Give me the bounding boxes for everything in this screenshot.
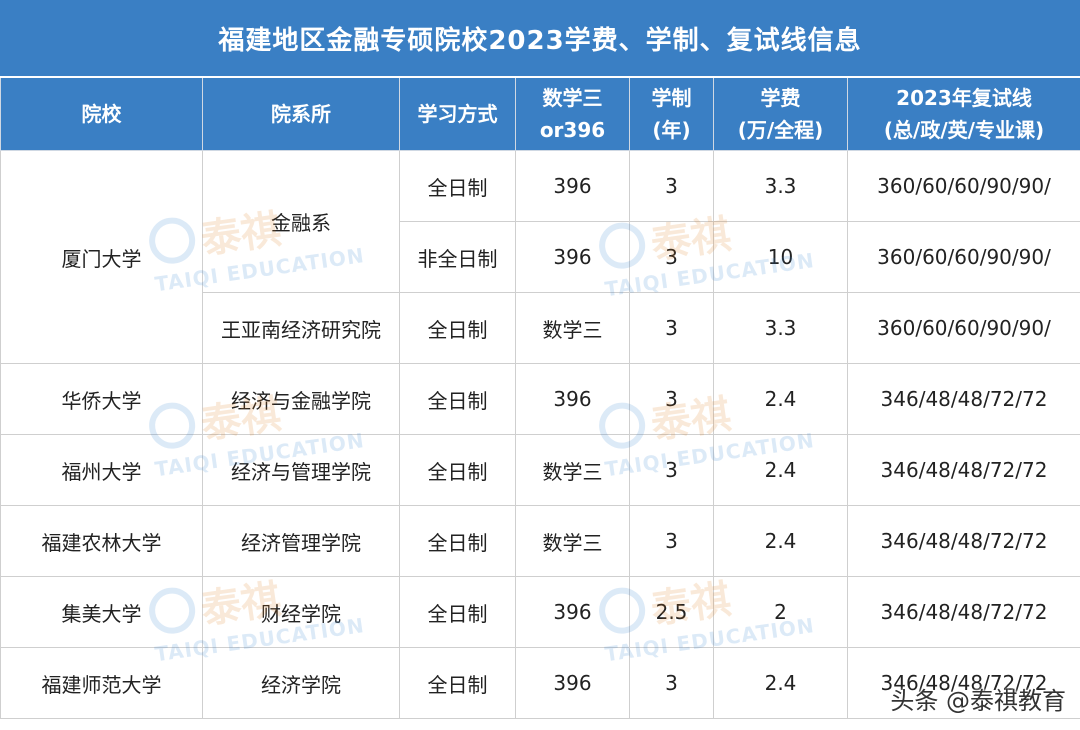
cell-mode: 全日制 xyxy=(399,150,516,222)
table-title: 福建地区金融专硕院校2023学费、学制、复试线信息 xyxy=(218,25,862,56)
cell-school: 集美大学 xyxy=(0,576,203,648)
cell-fee: 2.4 xyxy=(713,363,848,435)
cell-dept: 经济管理学院 xyxy=(202,505,400,577)
cell-school: 厦门大学 xyxy=(0,150,203,364)
cell-line: 346/48/48/72/72 xyxy=(847,505,1080,577)
cell-math: 396 xyxy=(515,647,630,719)
source-credit: 头条 @泰祺教育 xyxy=(890,687,1066,715)
cell-line: 346/48/48/72/72 xyxy=(847,576,1080,648)
cell-line: 346/48/48/72/72 xyxy=(847,363,1080,435)
cell-line: 360/60/60/90/90/ xyxy=(847,292,1080,364)
cell-mode: 全日制 xyxy=(399,576,516,648)
header-years: 学制 (年) xyxy=(629,78,714,151)
header-mode: 学习方式 xyxy=(399,78,516,151)
cell-years: 3 xyxy=(629,221,714,293)
cell-mode: 全日制 xyxy=(399,647,516,719)
cell-math: 396 xyxy=(515,576,630,648)
cell-mode: 全日制 xyxy=(399,292,516,364)
cell-math: 数学三 xyxy=(515,292,630,364)
cell-dept: 经济与管理学院 xyxy=(202,434,400,506)
cell-line: 346/48/48/72/72 xyxy=(847,434,1080,506)
cell-school: 华侨大学 xyxy=(0,363,203,435)
header-line-line2: (总/政/英/专业课) xyxy=(883,118,1045,142)
header-line-line1: 2023年复试线 xyxy=(896,86,1032,110)
cell-fee: 2 xyxy=(713,576,848,648)
cell-mode: 全日制 xyxy=(399,434,516,506)
cell-dept: 王亚南经济研究院 xyxy=(202,292,400,364)
cell-years: 3 xyxy=(629,647,714,719)
table-row: 厦门大学 金融系 全日制 396 3 3.3 360/60/60/90/90/ xyxy=(0,150,1080,364)
cell-years: 3 xyxy=(629,434,714,506)
cell-line: 346/48/48/72/72 xyxy=(847,647,1080,719)
cell-line: 360/60/60/90/90/ xyxy=(847,150,1080,222)
header-dept: 院系所 xyxy=(202,78,400,151)
cell-mode: 非全日制 xyxy=(399,221,516,293)
cell-fee: 3.3 xyxy=(713,150,848,222)
table-row: 非全日制 396 3 10 360/60/60/90/90/ xyxy=(1,221,1080,293)
header-years-line1: 学制 xyxy=(651,86,692,110)
header-school: 院校 xyxy=(0,78,203,151)
cell-dept: 经济与金融学院 xyxy=(202,363,400,435)
cell-school: 福州大学 xyxy=(0,434,203,506)
table-row: 王亚南经济研究院 全日制 数学三 3 3.3 360/60/60/90/90/ xyxy=(1,292,1080,364)
cell-fee: 3.3 xyxy=(713,292,848,364)
cell-math: 数学三 xyxy=(515,434,630,506)
cell-fee: 10 xyxy=(713,221,848,293)
cell-dept: 金融系 xyxy=(202,150,400,293)
cell-math: 396 xyxy=(515,363,630,435)
cell-years: 3 xyxy=(629,292,714,364)
header-row: 院校 院系所 学习方式 数学三 or396 学制 (年) 学费 (万/全程) 2… xyxy=(0,78,1080,151)
cell-school: 福建师范大学 xyxy=(0,647,203,719)
header-math-line1: 数学三 xyxy=(542,86,603,110)
table-row: 福建农林大学 经济管理学院 全日制 数学三 3 2.4 346/48/48/72… xyxy=(0,505,1080,577)
cell-years: 3 xyxy=(629,150,714,222)
cell-dept: 经济学院 xyxy=(202,647,400,719)
cell-math: 数学三 xyxy=(515,505,630,577)
cell-fee: 2.4 xyxy=(713,647,848,719)
cell-mode: 全日制 xyxy=(399,363,516,435)
cell-years: 3 xyxy=(629,505,714,577)
cell-line: 360/60/60/90/90/ xyxy=(847,221,1080,293)
cell-fee: 2.4 xyxy=(713,434,848,506)
cell-school: 福建农林大学 xyxy=(0,505,203,577)
header-years-line2: (年) xyxy=(652,118,691,142)
cell-years: 2.5 xyxy=(629,576,714,648)
header-math-line2: or396 xyxy=(539,118,606,142)
table-title-bar: 福建地区金融专硕院校2023学费、学制、复试线信息 xyxy=(0,0,1080,78)
cell-mode: 全日制 xyxy=(399,505,516,577)
table-row: 华侨大学 经济与金融学院 全日制 396 3 2.4 346/48/48/72/… xyxy=(0,363,1080,435)
header-math: 数学三 or396 xyxy=(515,78,630,151)
header-fee-line1: 学费 xyxy=(760,86,801,110)
cell-years: 3 xyxy=(629,363,714,435)
tuition-table: 院校 院系所 学习方式 数学三 or396 学制 (年) 学费 (万/全程) 2… xyxy=(0,78,1080,719)
table-row: 福建师范大学 经济学院 全日制 396 3 2.4 346/48/48/72/7… xyxy=(0,647,1080,719)
cell-math: 396 xyxy=(515,150,630,222)
table-row: 集美大学 财经学院 全日制 396 2.5 2 346/48/48/72/72 xyxy=(0,576,1080,648)
cell-fee: 2.4 xyxy=(713,505,848,577)
header-line: 2023年复试线 (总/政/英/专业课) xyxy=(847,78,1080,151)
table-row: 福州大学 经济与管理学院 全日制 数学三 3 2.4 346/48/48/72/… xyxy=(0,434,1080,506)
cell-math: 396 xyxy=(515,221,630,293)
header-fee: 学费 (万/全程) xyxy=(713,78,848,151)
cell-dept: 财经学院 xyxy=(202,576,400,648)
header-fee-line2: (万/全程) xyxy=(737,118,824,142)
